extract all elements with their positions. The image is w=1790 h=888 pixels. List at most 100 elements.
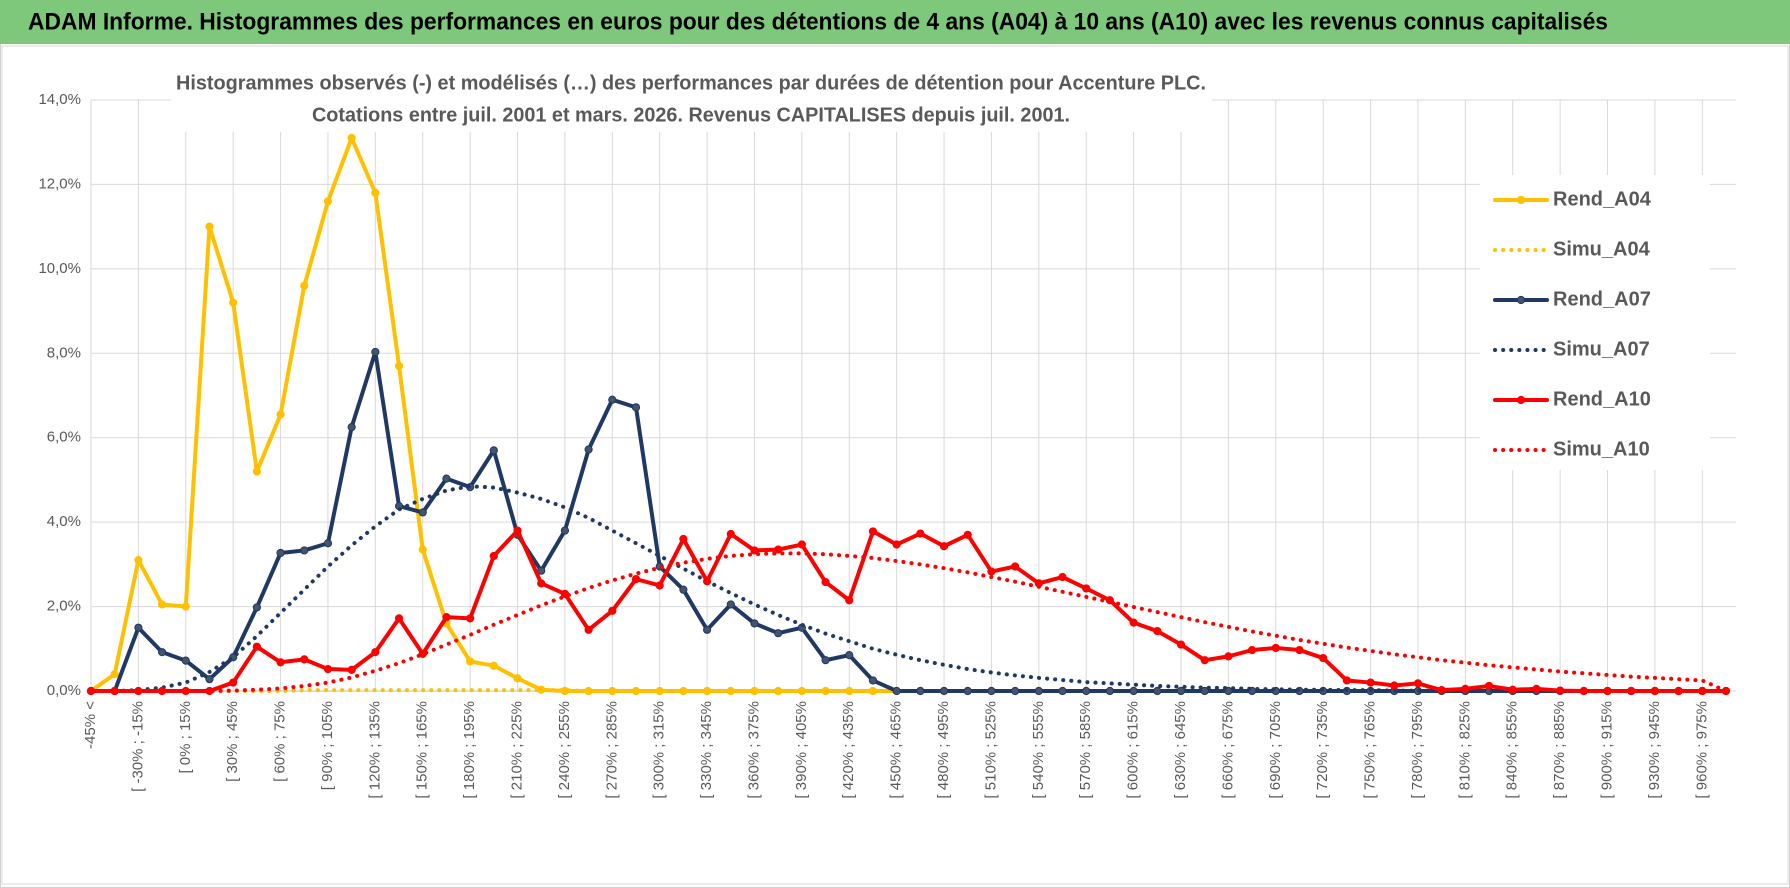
data-point (655, 581, 664, 590)
legend-label: Rend_A04 (1553, 188, 1652, 210)
x-tick-label: [ 930% ; 945% (1646, 701, 1663, 799)
data-point (1247, 645, 1257, 655)
data-point (181, 656, 190, 665)
x-tick-label: [ 30% ; 45% (224, 701, 241, 782)
data-point (1271, 643, 1280, 653)
data-point (1319, 653, 1328, 663)
data-point (1200, 656, 1209, 665)
data-point (916, 529, 925, 538)
data-point (1461, 684, 1470, 693)
data-point (584, 625, 593, 634)
x-tick-label: [ 240% ; 255% (556, 701, 573, 799)
data-point (371, 648, 380, 657)
data-point (442, 613, 451, 622)
x-tick-label: [ 0% ; 15% (177, 701, 194, 774)
data-point (1698, 686, 1707, 696)
data-point (323, 197, 333, 206)
data-point (466, 657, 475, 666)
data-point (229, 678, 238, 687)
data-point (1082, 686, 1091, 696)
legend-label: Rend_A10 (1553, 388, 1651, 410)
y-tick-label: 10,0% (38, 260, 81, 277)
data-point (323, 539, 333, 548)
data-point (276, 548, 285, 558)
data-point (1011, 562, 1020, 571)
legend: Rend_A04 Simu_A04 Rend_A07 Simu_A07 Rend_A10… (1493, 188, 1652, 460)
legend-background (1480, 175, 1710, 470)
data-point (1295, 645, 1304, 655)
data-point (750, 619, 759, 628)
data-point (560, 526, 570, 535)
data-point (205, 222, 214, 231)
data-point (489, 551, 498, 561)
x-tick-label: [ 360% ; 375% (745, 701, 762, 799)
data-point (892, 686, 901, 696)
data-point (631, 403, 641, 412)
title-bar (0, 0, 1790, 44)
data-point (394, 614, 404, 623)
chart-subtitle: Histogrammes observés (-) et modélisés (… (176, 72, 1206, 94)
data-point (1413, 679, 1423, 688)
data-point (821, 656, 830, 665)
data-point (537, 579, 546, 588)
data-point (347, 133, 356, 143)
data-point (371, 188, 380, 197)
x-tick-label: [ 810% ; 825% (1456, 701, 1473, 799)
data-point (702, 577, 712, 586)
data-point (1034, 686, 1043, 696)
data-point (608, 395, 617, 404)
data-point (276, 658, 285, 667)
data-point (252, 642, 261, 651)
series-line (89, 528, 1728, 693)
x-tick-label: [ 900% ; 915% (1598, 701, 1615, 799)
data-point (608, 606, 617, 615)
legend-marker (1516, 195, 1526, 205)
y-tick-label: 6,0% (47, 429, 81, 446)
data-point (157, 600, 167, 609)
x-tick-label: [ 960% ; 975% (1693, 701, 1710, 799)
data-point (394, 361, 404, 371)
data-point (134, 623, 143, 632)
data-point (513, 674, 522, 683)
data-point (845, 596, 854, 605)
data-point (205, 675, 214, 684)
x-tick-label: [ 480% ; 495% (935, 701, 952, 799)
legend-label: Simu_A07 (1553, 338, 1650, 360)
x-tick-label: [ 570% ; 585% (1077, 701, 1094, 799)
y-tick-label: 2,0% (47, 598, 81, 615)
subtitle-background (171, 68, 1212, 132)
data-point (1674, 686, 1683, 696)
data-point (726, 600, 735, 609)
data-point (987, 567, 996, 576)
data-point (1082, 584, 1091, 593)
x-tick-label: [ 750% ; 765% (1362, 701, 1379, 799)
x-tick-label: [ 330% ; 345% (698, 701, 715, 799)
y-tick-label: 0,0% (47, 682, 81, 699)
data-point (584, 445, 593, 454)
data-point (631, 575, 641, 584)
data-point (939, 542, 949, 551)
data-point (1508, 685, 1517, 694)
y-tick-label: 8,0% (47, 344, 81, 361)
data-point (774, 545, 783, 554)
legend-marker (1516, 395, 1526, 405)
legend-label: Rend_A07 (1553, 288, 1651, 310)
x-tick-label: [ 150% ; 165% (414, 701, 431, 799)
data-point (1579, 686, 1588, 696)
data-point (371, 347, 380, 357)
data-point (347, 665, 356, 674)
data-point (513, 526, 522, 535)
data-point (1650, 686, 1660, 696)
data-point (868, 676, 878, 685)
chart-subtitle: Cotations entre juil. 2001 et mars. 2026… (312, 104, 1070, 126)
data-point (300, 655, 309, 664)
data-point (1153, 686, 1162, 696)
data-point (418, 545, 427, 554)
data-point (868, 527, 878, 536)
data-point (1200, 686, 1209, 696)
data-point (323, 664, 333, 674)
x-tick-label: [ 270% ; 285% (603, 701, 620, 799)
y-tick-label: 12,0% (38, 175, 81, 192)
x-tick-label: [ 780% ; 795% (1409, 701, 1426, 799)
